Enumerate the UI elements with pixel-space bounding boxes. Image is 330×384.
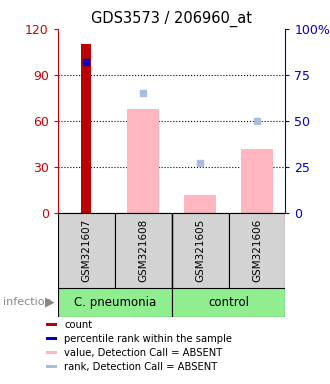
Bar [58, 288, 172, 317]
Text: GSM321608: GSM321608 [138, 219, 148, 282]
Text: rank, Detection Call = ABSENT: rank, Detection Call = ABSENT [64, 362, 218, 372]
Text: C. pneumonia: C. pneumonia [74, 296, 156, 309]
Bar [241, 149, 273, 213]
Bar [228, 213, 285, 288]
Title: GDS3573 / 206960_at: GDS3573 / 206960_at [91, 11, 252, 27]
Text: GSM321607: GSM321607 [81, 219, 91, 282]
Bar [184, 195, 216, 213]
Text: GSM321606: GSM321606 [252, 219, 262, 282]
Text: GSM321605: GSM321605 [195, 219, 205, 282]
Bar [172, 213, 228, 288]
Bar [81, 44, 91, 213]
Bar [46, 338, 57, 340]
Bar [46, 323, 57, 326]
Text: percentile rank within the sample: percentile rank within the sample [64, 334, 232, 344]
Text: count: count [64, 320, 93, 330]
Bar [46, 365, 57, 368]
Text: control: control [208, 296, 249, 309]
Text: infection: infection [3, 297, 52, 308]
Bar [115, 213, 172, 288]
Bar [172, 288, 285, 317]
Bar [46, 351, 57, 354]
Text: ▶: ▶ [45, 296, 54, 309]
Bar [58, 213, 115, 288]
Bar [127, 109, 159, 213]
Text: value, Detection Call = ABSENT: value, Detection Call = ABSENT [64, 348, 223, 358]
